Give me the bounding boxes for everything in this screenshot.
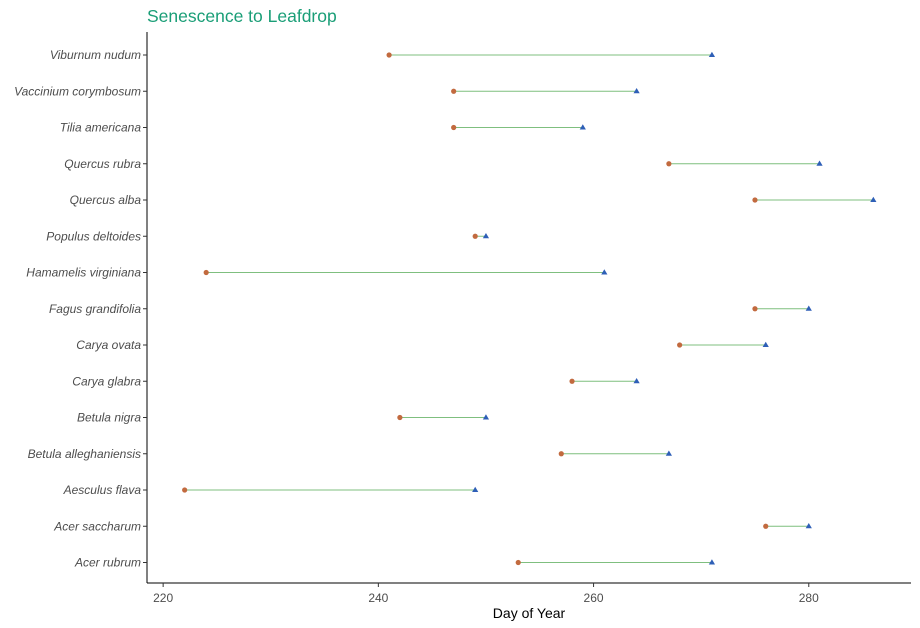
y-tick-label-8: Carya ovata: [76, 338, 141, 352]
y-tick-label-6: Hamamelis virginiana: [26, 266, 141, 280]
end-point-10: [482, 414, 490, 420]
x-tick-labels: 220 240 260 280: [153, 583, 819, 605]
x-axis-title: Day of Year: [493, 605, 566, 621]
y-tick-label-11: Betula alleghaniensis: [28, 447, 141, 461]
end-point-9: [633, 378, 640, 384]
start-point-11: [558, 451, 564, 457]
end-point-0: [708, 51, 716, 57]
start-point-5: [472, 233, 478, 239]
start-points-layer: [182, 52, 769, 566]
end-point-2: [579, 124, 586, 130]
segments-layer: [184, 54, 874, 563]
end-point-4: [870, 196, 877, 202]
start-point-1: [451, 88, 457, 94]
end-point-6: [601, 269, 608, 275]
end-point-12: [472, 486, 479, 492]
start-point-6: [203, 269, 209, 276]
y-tick-label-5: Populus deltoides: [46, 229, 141, 243]
end-point-7: [805, 305, 812, 311]
chart-title: Senescence to Leafdrop: [147, 6, 337, 26]
y-tick-label-14: Acer rubrum: [74, 556, 141, 570]
start-point-9: [569, 378, 575, 384]
y-tick-labels: Viburnum nudum Vaccinium corymbosum Tilia …: [14, 48, 147, 570]
end-points-layer: [472, 51, 877, 565]
x-tick-label-3: 280: [799, 591, 819, 605]
x-tick-label-1: 240: [368, 591, 388, 605]
y-tick-label-3: Quercus rubra: [64, 157, 141, 171]
end-point-8: [762, 341, 769, 347]
start-point-0: [386, 52, 392, 58]
y-tick-label-2: Tilia americana: [60, 121, 142, 135]
end-point-1: [633, 88, 640, 94]
start-point-12: [182, 487, 188, 493]
y-tick-label-7: Fagus grandifolia: [49, 302, 141, 316]
y-tick-label-10: Betula nigra: [77, 411, 141, 425]
y-tick-label-0: Viburnum nudum: [50, 48, 141, 62]
start-point-8: [677, 342, 683, 348]
start-point-3: [666, 161, 672, 167]
y-tick-label-13: Acer saccharum: [53, 519, 141, 533]
start-point-10: [397, 414, 403, 421]
axes-layer: [146, 32, 911, 584]
start-point-14: [515, 559, 521, 566]
x-tick-label-0: 220: [153, 591, 173, 605]
end-point-14: [708, 559, 716, 565]
end-point-5: [482, 233, 490, 239]
start-point-2: [451, 124, 457, 131]
y-tick-label-1: Vaccinium corymbosum: [14, 84, 141, 98]
y-tick-label-12: Aesculus flava: [63, 483, 142, 497]
y-tick-label-9: Carya glabra: [72, 374, 141, 388]
end-point-13: [805, 523, 812, 529]
start-point-13: [763, 523, 769, 529]
end-point-11: [665, 450, 672, 456]
x-tick-label-2: 260: [584, 591, 604, 605]
start-point-7: [752, 306, 758, 312]
start-point-4: [752, 197, 758, 203]
y-tick-label-4: Quercus alba: [70, 193, 142, 207]
end-point-3: [816, 160, 823, 166]
